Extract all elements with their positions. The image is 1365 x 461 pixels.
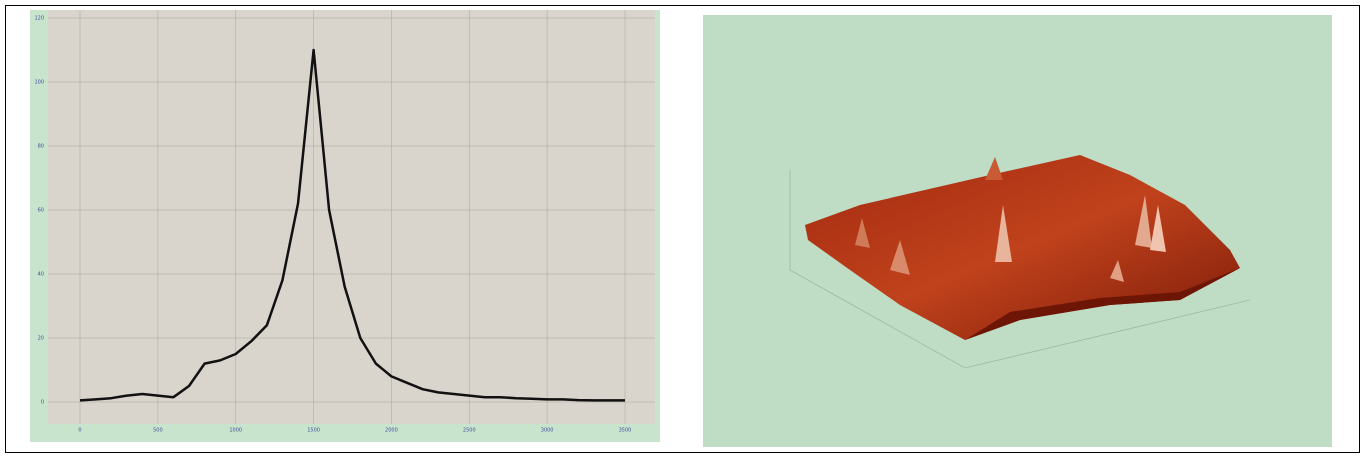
y-tick-label: 40 xyxy=(38,272,44,278)
y-tick-label: 0 xyxy=(41,400,44,406)
y-tick-label: 60 xyxy=(38,208,44,214)
x-tick-label: 500 xyxy=(153,428,163,434)
x-tick-label: 1000 xyxy=(229,428,242,434)
x-tick-label: 0 xyxy=(78,428,81,434)
x-tick-label: 2500 xyxy=(463,428,476,434)
y-tick-label: 20 xyxy=(38,336,44,342)
x-tick-label: 3000 xyxy=(541,428,554,434)
page: 0 20 40 60 80 100 120 0 500 1000 1500 2000 2500 3000 3… xyxy=(0,0,1365,457)
x-tick-label: 2000 xyxy=(385,428,398,434)
x-tick-label: 3500 xyxy=(619,428,632,434)
y-tick-label: 80 xyxy=(38,144,44,150)
x-tick-label: 1500 xyxy=(307,428,320,434)
y-tick-label: 120 xyxy=(34,16,44,22)
figure: 0 20 40 60 80 100 120 0 500 1000 1500 2000 2500 3000 3… xyxy=(0,0,1365,457)
y-tick-label: 100 xyxy=(34,80,44,86)
plot-area xyxy=(48,10,655,424)
